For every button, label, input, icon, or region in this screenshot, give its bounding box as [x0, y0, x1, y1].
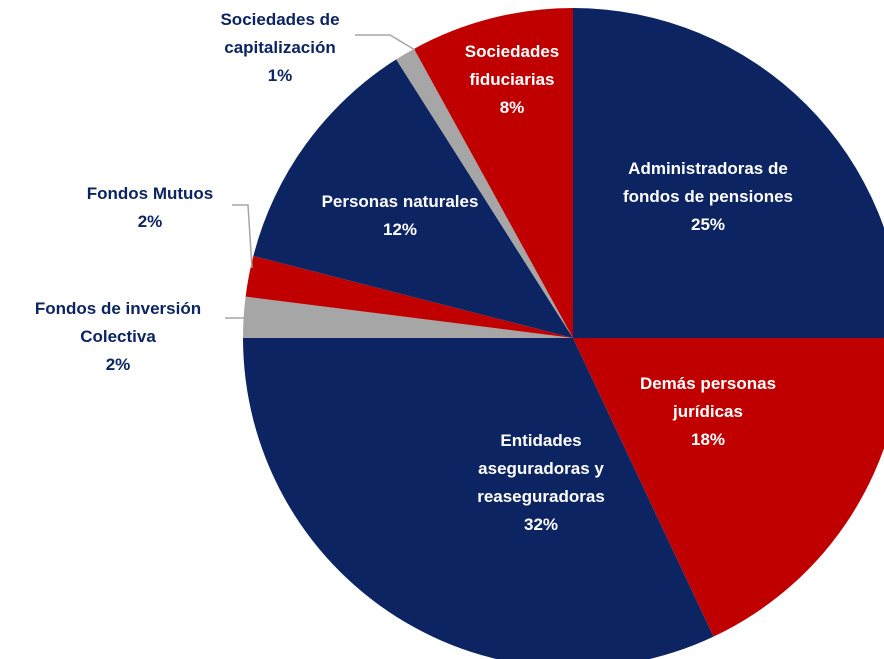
slice-label: Fondos de inversión Colectiva 2% — [13, 295, 223, 379]
leader-line — [232, 204, 253, 269]
slice-label: Administradoras de fondos de pensiones 25… — [603, 155, 813, 239]
value-label: 32% — [523, 515, 559, 534]
value-label: 18% — [690, 430, 726, 449]
value-label: 2% — [137, 212, 163, 231]
category-label: Sociedades de capitalización — [220, 10, 340, 57]
slice-label: Entidades aseguradoras y reaseguradoras 3… — [466, 427, 616, 539]
category-label: Administradoras de fondos de pensiones — [622, 159, 794, 206]
pie-slice — [396, 48, 573, 339]
value-label: 2% — [105, 355, 131, 374]
slices — [243, 8, 884, 659]
pie-slice — [245, 255, 573, 338]
pie-slice — [243, 338, 714, 659]
category-label: Entidades aseguradoras y reaseguradoras — [477, 431, 605, 506]
category-label: Fondos de inversión Colectiva — [34, 299, 202, 346]
slice-label: Sociedades fiduciarias 8% — [452, 38, 572, 122]
slice-label: Sociedades de capitalización 1% — [210, 6, 350, 90]
slice-label: Personas naturales 12% — [295, 188, 505, 244]
value-label: 1% — [267, 66, 293, 85]
value-label: 25% — [690, 215, 726, 234]
pie-slice — [414, 8, 573, 338]
pie-slice — [573, 8, 884, 338]
pie-slice — [573, 338, 884, 637]
value-label: 8% — [499, 98, 525, 117]
category-label: Sociedades fiduciarias — [464, 42, 560, 89]
pie-slice — [243, 296, 573, 338]
pie-slice — [253, 59, 573, 338]
slice-label: Fondos Mutuos 2% — [70, 180, 230, 236]
category-label: Demás personas jurídicas — [639, 374, 777, 421]
category-label: Fondos Mutuos — [86, 184, 214, 203]
slice-label: Demás personas jurídicas 18% — [623, 370, 793, 454]
leader-line — [355, 34, 416, 51]
category-label: Personas naturales — [321, 192, 479, 211]
value-label: 12% — [382, 220, 418, 239]
